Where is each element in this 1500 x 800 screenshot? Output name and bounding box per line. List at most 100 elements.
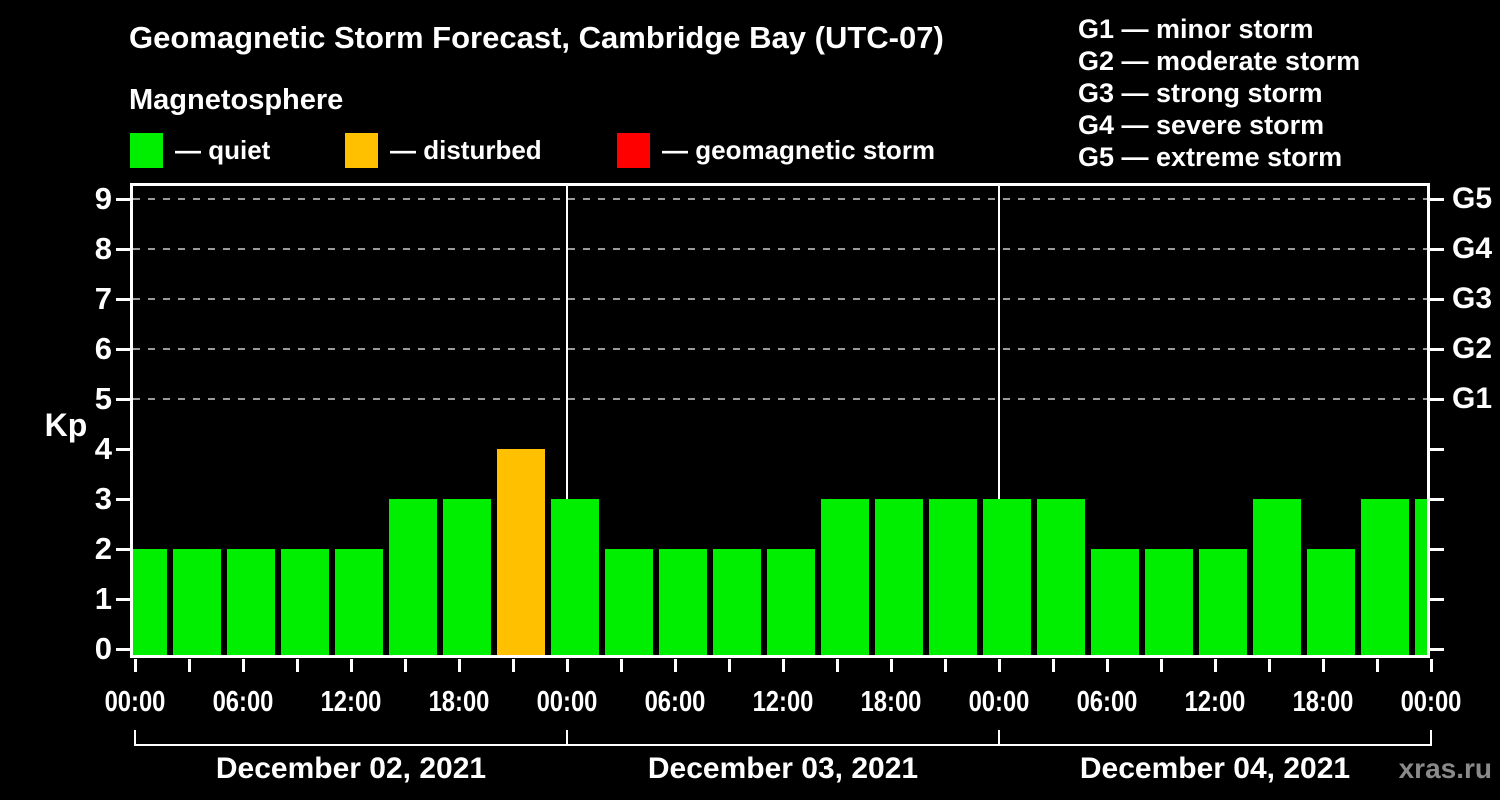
y-tick-left-5 [116,398,130,401]
x-tick-h54 [1106,659,1109,672]
gridline-kp-6 [133,348,1427,350]
y-tick-left-7 [116,298,130,301]
right-axis-label-g3: G3 [1452,282,1493,315]
storm-scale-g1: G1 — minor storm [1078,14,1314,44]
day-separator-line [566,186,568,655]
x-tick-label-1: 06:00 [212,686,274,718]
chart-subtitle: Magnetosphere [129,84,344,116]
y-tick-label-8: 8 [94,231,112,266]
x-tick-h36 [782,659,785,672]
y-tick-right-7 [1430,298,1444,301]
y-tick-left-9 [116,198,130,201]
day-separator-line [998,186,1000,655]
x-tick-h51 [1052,659,1055,672]
kp-bar-h0 [133,549,167,655]
date-bracket-tick [566,730,568,746]
kp-bar-h60 [1199,549,1247,655]
kp-bar-h51 [1037,499,1085,655]
y-tick-right-9 [1430,198,1444,201]
y-tick-label-3: 3 [94,481,112,516]
y-tick-right-5 [1430,398,1444,401]
date-bracket-tick [1430,730,1432,746]
legend-label-quiet: — quiet [175,135,271,165]
kp-bar-h12 [335,549,383,655]
x-tick-label-3: 18:00 [428,686,490,718]
storm-scale-g4: G4 — severe storm [1078,110,1325,140]
kp-bar-h72 [1415,499,1427,655]
x-tick-h18 [458,659,461,672]
x-tick-h63 [1268,659,1271,672]
x-tick-h24 [566,659,569,672]
plot-area [130,183,1430,658]
kp-bar-h6 [227,549,275,655]
kp-bar-h24 [551,499,599,655]
date-bracket-tick [998,730,1000,746]
right-axis-label-g2: G2 [1452,332,1493,365]
y-tick-left-8 [116,248,130,251]
x-tick-label-0: 00:00 [104,686,166,718]
kp-bar-h57 [1145,549,1193,655]
y-tick-label-0: 0 [94,631,112,666]
gridline-kp-9 [133,198,1427,200]
y-tick-left-4 [116,448,130,451]
kp-bar-h39 [821,499,869,655]
x-tick-label-4: 00:00 [536,686,598,718]
x-tick-label-9: 06:00 [1076,686,1138,718]
y-tick-right-6 [1430,348,1444,351]
y-tick-label-9: 9 [94,181,112,216]
kp-bar-h45 [929,499,977,655]
y-tick-left-1 [116,598,130,601]
x-tick-h12 [350,659,353,672]
x-tick-label-11: 18:00 [1292,686,1354,718]
gridline-kp-5 [133,398,1427,400]
right-axis-label-g4: G4 [1452,232,1493,265]
y-tick-right-0 [1430,648,1444,651]
legend-label-geomagnetic-storm: — geomagnetic storm [662,135,936,165]
x-tick-label-2: 12:00 [320,686,382,718]
legend-item-geomagnetic-storm: — geomagnetic storm [617,132,935,168]
x-tick-h21 [512,659,515,672]
y-tick-right-3 [1430,498,1444,501]
x-tick-h48 [998,659,1001,672]
y-tick-left-6 [116,348,130,351]
right-axis-label-g5: G5 [1452,182,1493,215]
x-tick-label-10: 12:00 [1184,686,1246,718]
y-tick-right-1 [1430,598,1444,601]
kp-bar-h21 [497,449,545,655]
disturbed-color-swatch [345,132,378,168]
x-tick-h72 [1430,659,1433,672]
y-axis-label-kp: Kp [44,407,88,443]
kp-bar-h63 [1253,499,1301,655]
y-tick-label-1: 1 [94,581,112,616]
x-tick-label-8: 00:00 [968,686,1030,718]
x-tick-h69 [1376,659,1379,672]
y-tick-left-0 [116,648,130,651]
kp-bar-h42 [875,499,923,655]
kp-bar-h54 [1091,549,1139,655]
date-label-2: December 04, 2021 [1079,752,1351,785]
legend-label-disturbed: — disturbed [390,135,542,165]
quiet-color-swatch [130,132,163,168]
kp-bar-h15 [389,499,437,655]
y-tick-left-3 [116,498,130,501]
kp-bar-h9 [281,549,329,655]
kp-bar-h69 [1361,499,1409,655]
gridline-kp-8 [133,248,1427,250]
kp-bar-h3 [173,549,221,655]
storm-scale-g3: G3 — strong storm [1078,78,1323,108]
kp-bar-h33 [713,549,761,655]
watermark: xras.ru [1398,753,1492,784]
kp-bar-h27 [605,549,653,655]
x-tick-h27 [620,659,623,672]
x-tick-h60 [1214,659,1217,672]
x-tick-h42 [890,659,893,672]
date-bracket-tick [134,730,136,746]
x-tick-label-7: 18:00 [860,686,922,718]
x-tick-h30 [674,659,677,672]
x-tick-h15 [404,659,407,672]
x-tick-h45 [944,659,947,672]
x-tick-label-12: 00:00 [1400,686,1462,718]
x-tick-h6 [242,659,245,672]
x-tick-h39 [836,659,839,672]
